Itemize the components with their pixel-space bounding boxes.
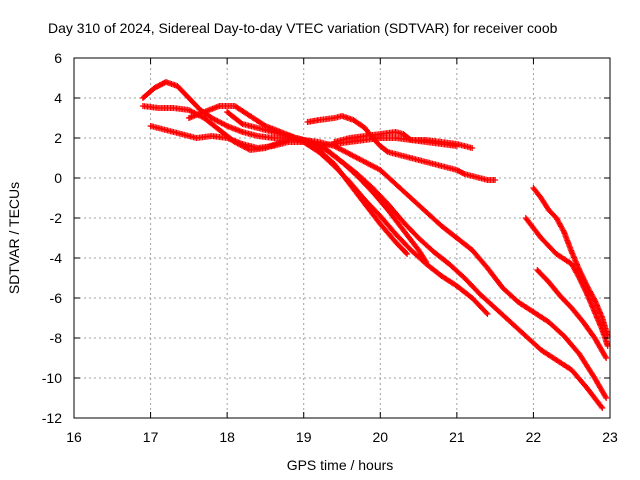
series-track-6: [304, 113, 499, 183]
x-tick-label: 19: [296, 429, 312, 445]
x-tick-label: 18: [219, 429, 235, 445]
grid-lines: [74, 58, 610, 418]
y-tick-label: -8: [50, 330, 63, 346]
series-track-10: [534, 267, 610, 361]
plot-frame: [73, 57, 611, 419]
y-tick-label: 0: [54, 170, 62, 186]
x-tick-label: 22: [526, 429, 542, 445]
series-track-3: [147, 123, 491, 317]
point-markers: [304, 113, 499, 183]
point-markers: [331, 129, 460, 149]
y-tick-label: -6: [50, 290, 63, 306]
y-tick-label: -10: [42, 370, 62, 386]
series-track-8: [331, 129, 460, 149]
y-tick-label: -4: [50, 250, 63, 266]
axis-ticks: [73, 57, 611, 419]
x-axis-label: GPS time / hours: [287, 457, 394, 473]
y-tick-label: -12: [42, 410, 62, 426]
y-tick-label: 6: [54, 50, 62, 66]
point-markers: [534, 267, 610, 361]
x-tick-label: 20: [372, 429, 388, 445]
point-markers: [147, 123, 491, 317]
series-track-9: [530, 185, 611, 339]
y-tick-label: 4: [54, 90, 62, 106]
y-tick-label: -2: [50, 210, 63, 226]
y-axis-label: SDTVAR / TECUs: [6, 182, 22, 294]
x-tick-label: 16: [66, 429, 82, 445]
x-tick-label: 23: [602, 429, 618, 445]
point-markers: [530, 185, 611, 339]
series-track-1: [139, 79, 411, 257]
point-markers: [139, 103, 430, 265]
data-points: [139, 79, 611, 411]
x-tick-label: 17: [143, 429, 159, 445]
series-track-2: [139, 103, 430, 265]
chart-title: Day 310 of 2024, Sidereal Day-to-day VTE…: [48, 20, 558, 36]
point-markers: [522, 215, 611, 349]
point-markers: [139, 79, 411, 257]
series-track-11: [522, 215, 611, 349]
y-tick-label: 2: [54, 130, 62, 146]
x-tick-label: 21: [449, 429, 465, 445]
